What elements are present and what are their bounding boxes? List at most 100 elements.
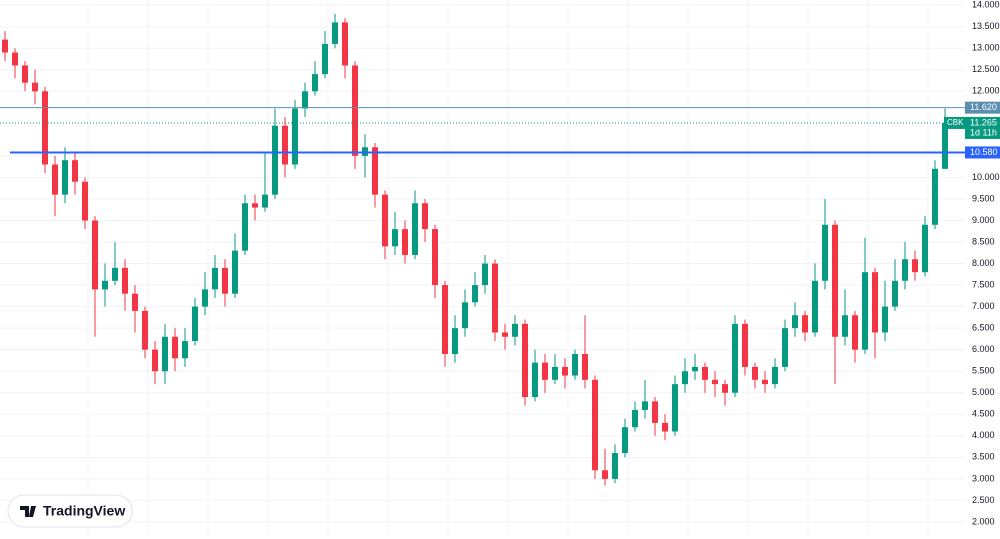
candle-body bbox=[92, 220, 98, 290]
candle-body bbox=[732, 323, 738, 393]
candle-body bbox=[102, 280, 108, 290]
y-tick-label: 14.000 bbox=[972, 0, 1000, 10]
y-tick-label: 3.000 bbox=[972, 473, 995, 483]
candle-body bbox=[562, 366, 568, 376]
price-label-box bbox=[965, 101, 1000, 114]
logo-icon bbox=[20, 506, 36, 517]
candle-body bbox=[392, 229, 398, 247]
price-label: 11.620 bbox=[970, 102, 997, 112]
candle-body bbox=[42, 91, 48, 165]
candle-body bbox=[872, 272, 878, 333]
candle-body bbox=[292, 108, 298, 165]
y-tick-label: 13.000 bbox=[972, 43, 1000, 53]
candle-body bbox=[152, 349, 158, 372]
candle-body bbox=[492, 263, 498, 333]
candle-body bbox=[342, 22, 348, 66]
candle-body bbox=[262, 194, 268, 208]
candle-body bbox=[532, 362, 538, 398]
candle-body bbox=[922, 224, 928, 273]
y-tick-label: 2.000 bbox=[972, 516, 995, 526]
candle-body bbox=[662, 422, 668, 432]
candle-body bbox=[592, 379, 598, 471]
candle-body bbox=[702, 366, 708, 380]
candle-body bbox=[222, 267, 228, 294]
candle-body bbox=[172, 336, 178, 359]
candle-body bbox=[742, 323, 748, 367]
candle-body bbox=[842, 315, 848, 337]
candle-body bbox=[512, 323, 518, 337]
y-tick-label: 7.500 bbox=[972, 279, 995, 289]
y-tick-label: 8.000 bbox=[972, 258, 995, 268]
candle-body bbox=[932, 168, 938, 225]
candle-body bbox=[482, 263, 488, 286]
y-tick-label: 13.500 bbox=[972, 21, 1000, 31]
candle-body bbox=[752, 366, 758, 380]
candle-body bbox=[472, 285, 478, 303]
symbol-box bbox=[944, 116, 966, 129]
candle-body bbox=[162, 336, 168, 372]
logo[interactable]: TradingView bbox=[7, 494, 133, 528]
candle-body bbox=[142, 310, 148, 350]
candle-body bbox=[832, 224, 838, 337]
candle-body bbox=[602, 470, 608, 479]
candle-body bbox=[672, 384, 678, 432]
candle-body bbox=[12, 52, 18, 66]
symbol-label: CBK bbox=[947, 118, 964, 127]
candle-body bbox=[942, 122, 948, 169]
candle-body bbox=[852, 315, 858, 350]
y-tick-label: 2.500 bbox=[972, 495, 995, 505]
candle-body bbox=[552, 366, 558, 380]
candle-body bbox=[912, 259, 918, 273]
candle-body bbox=[802, 315, 808, 333]
candle-body bbox=[192, 306, 198, 342]
countdown-label: 1d 11h bbox=[970, 127, 997, 137]
candle-body bbox=[52, 164, 58, 195]
candle-body bbox=[462, 302, 468, 329]
y-tick-label: 8.500 bbox=[972, 236, 995, 246]
candle-body bbox=[862, 272, 868, 350]
candle-body bbox=[722, 384, 728, 393]
candle-body bbox=[112, 267, 118, 281]
price-axis: 2.000 2.500 3.000 3.500 4.000 4.500 5.000 5.500… bbox=[944, 0, 1000, 526]
y-tick-label: 4.000 bbox=[972, 430, 995, 440]
candle-body bbox=[62, 160, 68, 195]
candle-body bbox=[442, 285, 448, 354]
candle-body bbox=[632, 409, 638, 428]
candle-body bbox=[432, 229, 438, 286]
candle-body bbox=[582, 353, 588, 380]
candle-body bbox=[282, 125, 288, 165]
candle-body bbox=[422, 203, 428, 230]
candle-body bbox=[542, 362, 548, 380]
candle-body bbox=[122, 267, 128, 294]
y-tick-label: 12.000 bbox=[972, 86, 1000, 96]
y-tick-label: 12.500 bbox=[972, 64, 1000, 74]
y-tick-label: 7.000 bbox=[972, 301, 995, 311]
candle-body bbox=[682, 371, 688, 385]
price-label: 10.580 bbox=[970, 147, 998, 157]
candle-body bbox=[322, 43, 328, 75]
candle-body bbox=[182, 341, 188, 359]
candle-body bbox=[2, 39, 8, 53]
candle-body bbox=[202, 289, 208, 307]
candle-body bbox=[402, 229, 408, 255]
candle-body bbox=[812, 280, 818, 333]
candle-body bbox=[782, 328, 788, 367]
candle-body bbox=[622, 427, 628, 454]
y-tick-label: 9.500 bbox=[972, 193, 995, 203]
candle-body bbox=[382, 194, 388, 247]
candle-body bbox=[232, 250, 238, 294]
logo-badge[interactable] bbox=[7, 494, 133, 528]
candle-body bbox=[332, 22, 338, 44]
y-tick-label: 5.000 bbox=[972, 387, 995, 397]
candle-body bbox=[412, 203, 418, 255]
candle-body bbox=[212, 267, 218, 290]
y-tick-label: 3.500 bbox=[972, 452, 995, 462]
y-tick-label: 10.000 bbox=[972, 172, 1000, 182]
last-price-box bbox=[965, 116, 1000, 139]
y-tick-label: 4.500 bbox=[972, 409, 995, 419]
candle-body bbox=[712, 379, 718, 385]
candle-body bbox=[312, 74, 318, 92]
candle-body bbox=[22, 65, 28, 83]
